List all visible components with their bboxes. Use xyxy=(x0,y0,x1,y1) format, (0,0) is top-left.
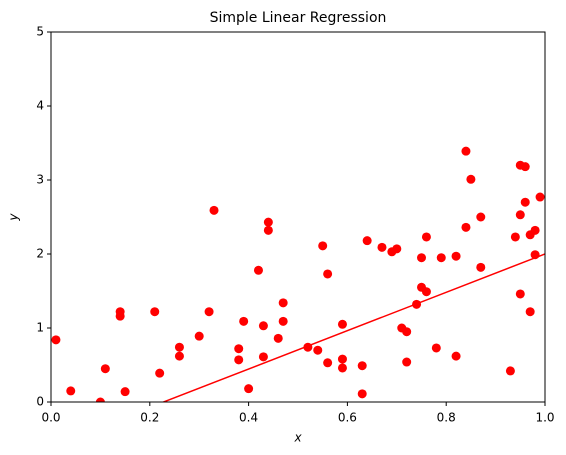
scatter-point xyxy=(431,343,441,353)
scatter-point xyxy=(520,162,530,172)
y-tick-label: 0 xyxy=(36,395,44,409)
chart-title: Simple Linear Regression xyxy=(210,10,387,26)
x-tick-label: 0.4 xyxy=(239,411,258,425)
scatter-point xyxy=(451,251,461,261)
scatter-point xyxy=(461,222,471,232)
y-tick-label: 2 xyxy=(36,247,44,261)
scatter-point xyxy=(377,242,387,252)
scatter-point xyxy=(273,333,283,343)
scatter-point xyxy=(95,397,105,402)
scatter-point xyxy=(515,289,525,299)
scatter-point xyxy=(337,319,347,329)
y-tick-label: 5 xyxy=(36,25,44,39)
x-tick-label: 1.0 xyxy=(535,411,554,425)
scatter-point xyxy=(417,253,426,263)
scatter-point xyxy=(402,327,412,337)
scatter-point xyxy=(362,236,372,246)
scatter-point xyxy=(263,225,273,235)
scatter-point xyxy=(535,192,545,202)
scatter-point xyxy=(520,197,530,207)
scatter-point xyxy=(66,386,76,396)
scatter-point xyxy=(194,331,204,341)
scatter-point xyxy=(510,232,520,242)
x-tick-label: 0.2 xyxy=(140,411,159,425)
plot-area xyxy=(51,146,545,402)
scatter-point xyxy=(253,265,263,275)
scatter-point xyxy=(476,212,486,222)
scatter-point xyxy=(402,357,412,367)
scatter-point xyxy=(204,307,214,317)
y-axis-label: y xyxy=(7,213,21,222)
x-axis-label: x xyxy=(293,431,302,445)
scatter-point xyxy=(174,351,184,361)
scatter-point xyxy=(525,307,535,317)
scatter-point xyxy=(357,389,367,399)
scatter-point xyxy=(234,355,244,365)
x-tick-label: 0.0 xyxy=(41,411,60,425)
scatter-point xyxy=(421,232,431,242)
scatter-point xyxy=(244,384,254,394)
scatter-point xyxy=(318,241,328,251)
axes-frame xyxy=(50,31,546,403)
scatter-point xyxy=(278,316,288,326)
scatter-point xyxy=(323,269,333,279)
scatter-point xyxy=(461,146,471,156)
y-tick-label: 3 xyxy=(36,173,44,187)
scatter-point xyxy=(278,298,288,308)
scatter-point xyxy=(357,361,367,371)
scatter-point xyxy=(100,364,110,374)
scatter-point xyxy=(436,253,446,263)
y-tick-label: 1 xyxy=(36,321,44,335)
scatter-point xyxy=(451,351,461,361)
scatter-point xyxy=(155,368,165,378)
scatter-point xyxy=(239,316,249,326)
regression-line xyxy=(161,253,545,402)
scatter-point xyxy=(392,244,402,254)
x-tick-label: 0.8 xyxy=(437,411,456,425)
scatter-point xyxy=(120,387,130,397)
scatter-point xyxy=(466,174,476,184)
x-tick-label: 0.6 xyxy=(338,411,357,425)
scatter-point xyxy=(530,225,540,235)
y-tick-label: 4 xyxy=(36,99,44,113)
scatter-point xyxy=(505,366,515,376)
scatter-point xyxy=(323,358,333,368)
scatter-point xyxy=(209,205,219,215)
scatter-point xyxy=(313,345,323,355)
scatter-point xyxy=(115,311,125,321)
scatter-point xyxy=(337,363,347,373)
scatter-point xyxy=(258,352,268,362)
scatter-point xyxy=(263,217,273,227)
scatter-point xyxy=(515,210,525,220)
scatter-point xyxy=(51,335,61,345)
scatter-point xyxy=(421,287,431,297)
scatter-point xyxy=(234,344,244,354)
scatter-point xyxy=(174,342,184,352)
scatter-point xyxy=(337,354,347,364)
scatter-point xyxy=(476,262,486,272)
scatter-point xyxy=(258,321,268,331)
scatter-point xyxy=(150,307,160,317)
